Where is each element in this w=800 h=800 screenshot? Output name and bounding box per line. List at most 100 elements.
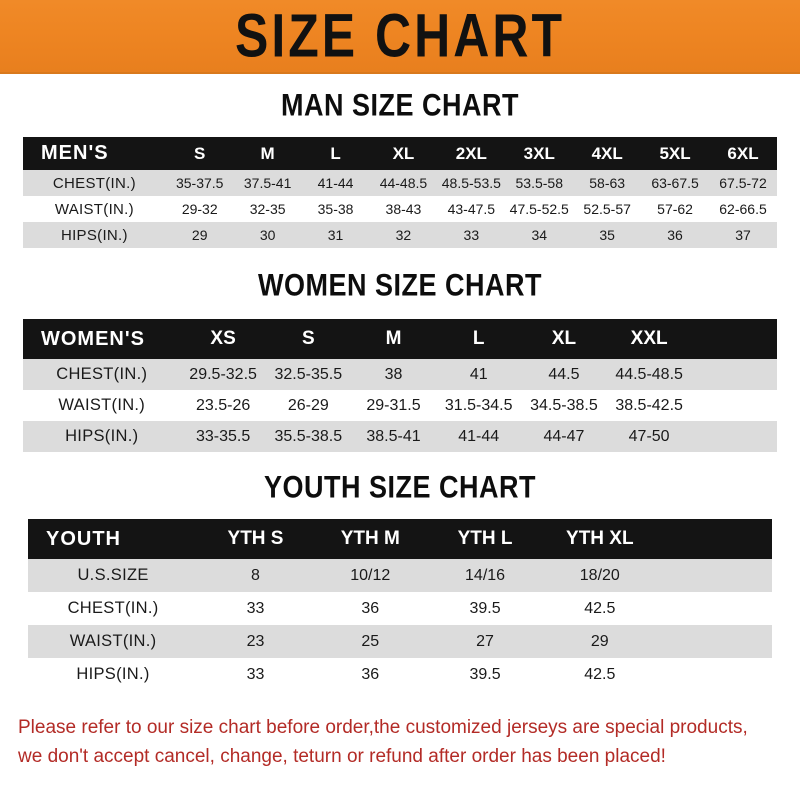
table-cell: 14/16 [427,559,543,592]
youth-header-label: YOUTH [28,519,199,559]
table-row: WAIST(IN.) 23 25 27 29 [28,625,772,658]
table-cell: 35-38 [301,196,370,222]
man-size-header-1: M [233,137,302,170]
table-cell: 48.5-53.5 [437,170,506,196]
table-row: HIPS(IN.) 33 36 39.5 42.5 [28,658,772,691]
section-title-man: MAN SIZE CHART [281,87,519,123]
table-cell: 30 [233,222,302,248]
table-cell: 33 [198,658,313,691]
table-cell: 31.5-34.5 [436,390,522,421]
table-cell: 44-48.5 [369,170,438,196]
section-title-women: WOMEN SIZE CHART [258,267,542,303]
table-cell: 29-31.5 [350,390,437,421]
table-cell: 42.5 [542,592,658,625]
section-man: MAN SIZE CHART MEN'S S M L XL 2XL 3XL 4XL 5XL 6XL… [0,74,800,248]
table-cell: 43-47.5 [437,196,506,222]
youth-table-body: YOUTH YTH S YTH M YTH L YTH XL U.S.SIZE 8 10/12… [28,519,772,691]
table-cell: 38-43 [369,196,438,222]
page-title: SIZE CHART [235,1,565,71]
table-cell: 29 [165,222,234,248]
man-header-label: MEN'S [23,137,166,170]
youth-row-label-2: WAIST(IN.) [28,625,199,658]
man-size-header-4: 2XL [437,137,506,170]
table-cell: 39.5 [427,658,543,691]
table-cell: 25 [312,625,428,658]
table-cell: 32 [369,222,438,248]
page-banner: SIZE CHART [0,0,800,74]
youth-size-header-3: YTH XL [542,519,658,559]
table-cell: 62-66.5 [709,196,777,222]
women-size-header-1: S [265,319,351,359]
youth-row-label-1: CHEST(IN.) [28,592,199,625]
youth-size-table: YOUTH YTH S YTH M YTH L YTH XL U.S.SIZE 8 10/12… [28,519,772,691]
note-line-1: Please refer to our size chart before or… [18,717,748,738]
women-size-header-0: XS [180,319,266,359]
note-line-2: we don't accept cancel, change, teturn o… [18,746,666,768]
table-cell: 32-35 [233,196,302,222]
table-cell: 47.5-52.5 [505,196,574,222]
order-policy-note: Please refer to our size chart before or… [18,713,782,772]
women-row-label-2: HIPS(IN.) [23,421,181,452]
table-cell: 26-29 [265,390,351,421]
table-cell: 38.5-42.5 [606,390,692,421]
table-cell: 23.5-26 [180,390,266,421]
table-cell [691,421,777,452]
man-size-header-2: L [301,137,370,170]
table-cell: 32.5-35.5 [265,359,351,390]
table-cell: 37.5-41 [233,170,302,196]
table-cell: 44-47 [521,421,607,452]
table-cell: 33-35.5 [180,421,266,452]
youth-size-header-1: YTH M [312,519,428,559]
table-cell: 29.5-32.5 [180,359,266,390]
table-cell: 31 [301,222,370,248]
women-row-label-1: WAIST(IN.) [23,390,181,421]
table-cell [657,625,772,658]
man-size-header-3: XL [369,137,438,170]
man-size-header-0: S [165,137,234,170]
table-row: U.S.SIZE 8 10/12 14/16 18/20 [28,559,772,592]
table-cell: 42.5 [542,658,658,691]
table-cell [691,390,777,421]
youth-size-header-4 [657,519,772,559]
women-row-label-0: CHEST(IN.) [23,359,181,390]
women-size-header-6 [691,319,777,359]
table-cell [691,359,777,390]
table-row: CHEST(IN.) 35-37.5 37.5-41 41-44 44-48.5 48.5… [23,170,777,196]
section-women: WOMEN SIZE CHART WOMEN'S XS S M L XL XXL CHEST(… [0,248,800,452]
man-size-header-6: 4XL [573,137,642,170]
table-cell: 35 [573,222,642,248]
man-size-header-7: 5XL [641,137,710,170]
table-cell: 39.5 [427,592,543,625]
youth-size-header-0: YTH S [198,519,313,559]
table-cell: 41-44 [436,421,522,452]
table-cell: 44.5 [521,359,607,390]
table-row: HIPS(IN.) 33-35.5 35.5-38.5 38.5-41 41-44 44-… [23,421,777,452]
man-row-label-0: CHEST(IN.) [23,170,166,196]
section-youth: YOUTH SIZE CHART YOUTH YTH S YTH M YTH L YTH… [0,452,800,691]
table-row: WAIST(IN.) 29-32 32-35 35-38 38-43 43-47.5 47.… [23,196,777,222]
women-table-header-row: WOMEN'S XS S M L XL XXL [23,319,777,359]
table-cell: 36 [312,658,428,691]
youth-row-label-0: U.S.SIZE [28,559,199,592]
table-cell: 29-32 [165,196,234,222]
table-cell: 38 [350,359,437,390]
man-row-label-1: WAIST(IN.) [23,196,166,222]
table-cell: 63-67.5 [641,170,710,196]
table-cell: 37 [709,222,777,248]
youth-row-label-3: HIPS(IN.) [28,658,199,691]
table-cell [657,592,772,625]
table-cell: 47-50 [606,421,692,452]
women-size-header-3: L [436,319,522,359]
man-size-header-5: 3XL [505,137,574,170]
table-row: HIPS(IN.) 29 30 31 32 33 34 35 36 37 [23,222,777,248]
man-row-label-2: HIPS(IN.) [23,222,166,248]
table-cell: 33 [437,222,506,248]
women-table-body: WOMEN'S XS S M L XL XXL CHEST(IN.) 29.5-32.5 32.5… [23,319,777,452]
table-cell: 38.5-41 [350,421,437,452]
table-cell: 10/12 [312,559,428,592]
table-row: CHEST(IN.) 29.5-32.5 32.5-35.5 38 41 44.5 44.5… [23,359,777,390]
table-row: WAIST(IN.) 23.5-26 26-29 29-31.5 31.5-34.5 34… [23,390,777,421]
table-cell: 67.5-72 [709,170,777,196]
table-cell: 8 [198,559,313,592]
